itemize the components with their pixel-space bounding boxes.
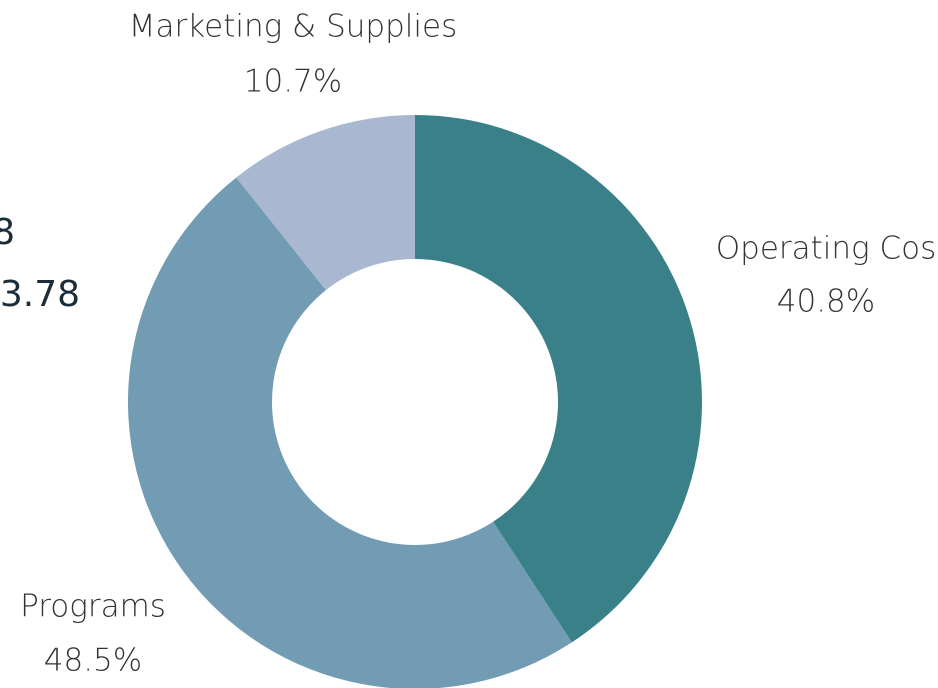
side-text: 8	[0, 212, 15, 253]
slice-value: 10.7%	[244, 64, 342, 100]
donut-slice	[128, 177, 572, 688]
slice-label: Marketing & Supplies	[129, 9, 457, 45]
donut-slice	[236, 115, 415, 291]
slice-value: 48.5%	[44, 643, 142, 679]
donut-slice	[415, 115, 703, 643]
slice-label: Operating Cos	[716, 231, 937, 267]
side-text: 3.78	[0, 274, 80, 315]
slice-value: 40.8%	[777, 284, 875, 320]
slice-label: Programs	[20, 589, 166, 625]
